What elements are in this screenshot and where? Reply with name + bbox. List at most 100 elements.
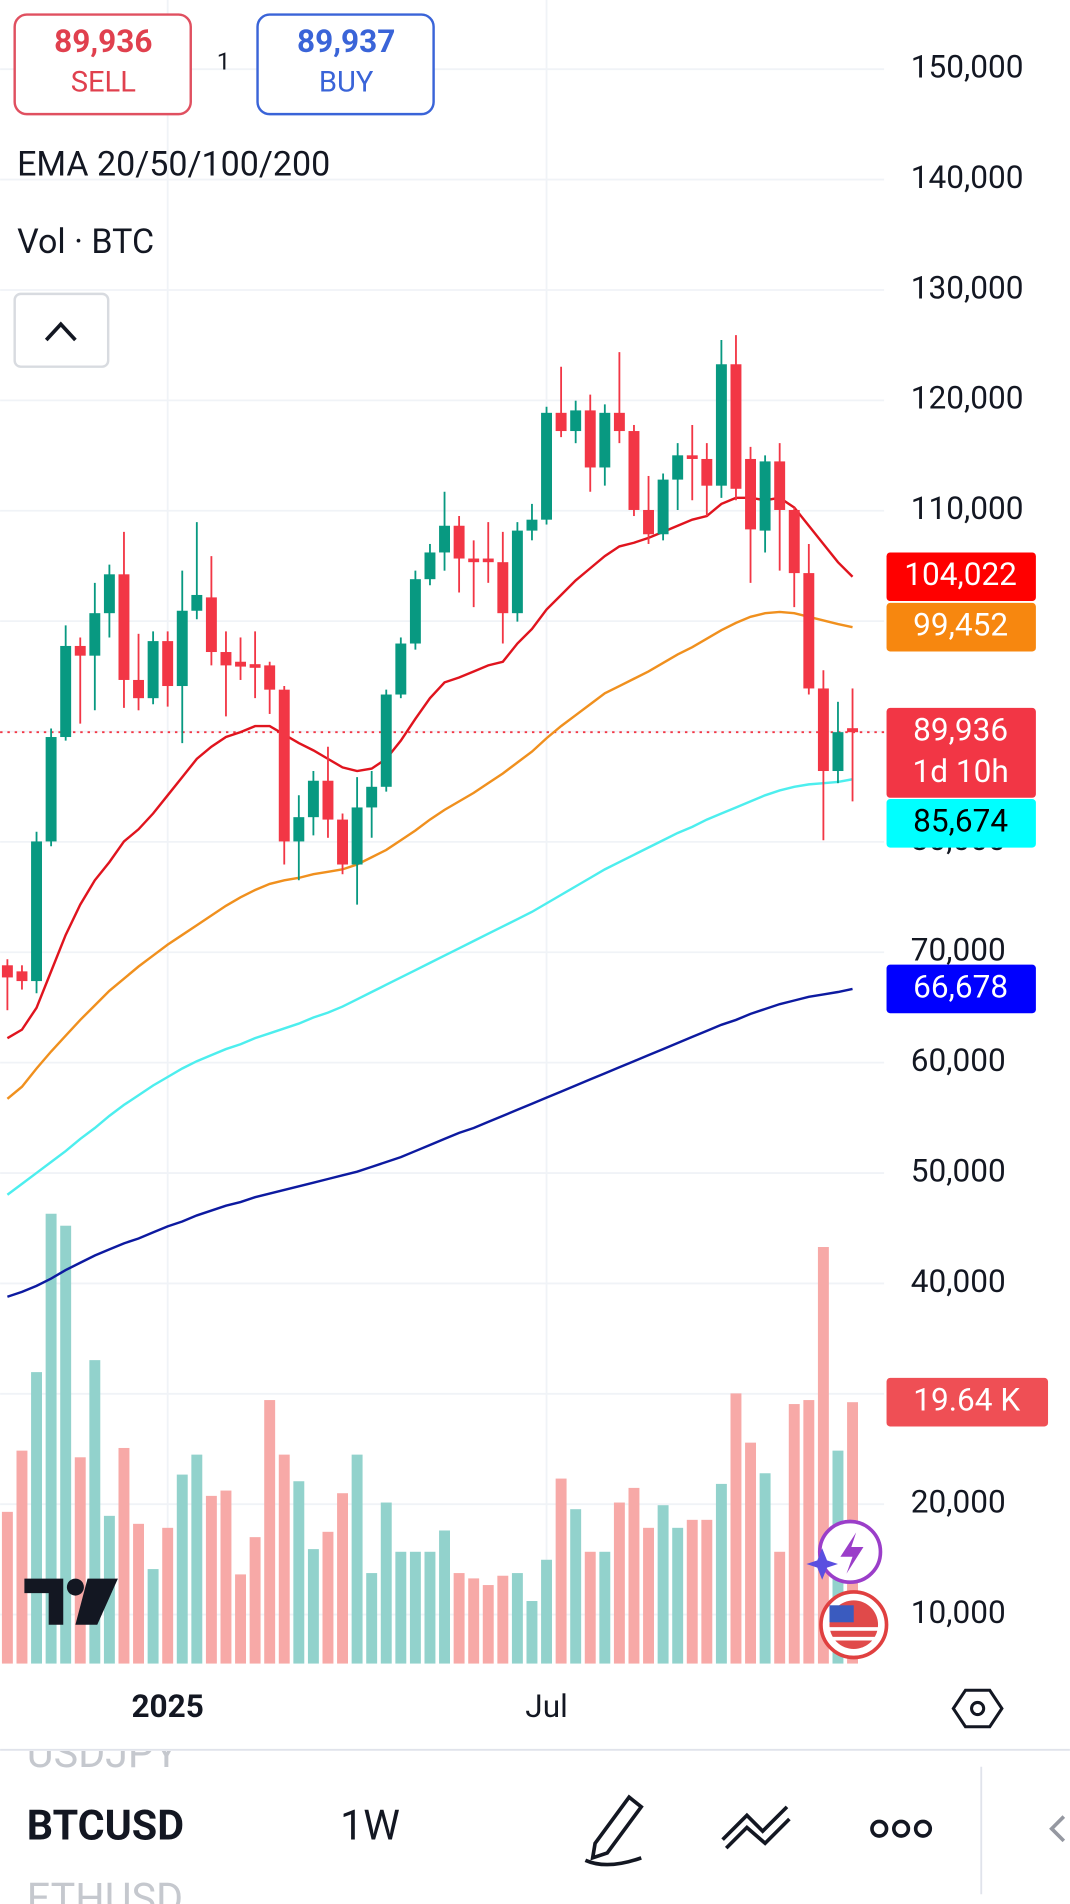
volume-bar (774, 1551, 786, 1664)
y-tick-label: 50,000 (911, 1152, 1006, 1189)
volume-bar (482, 1585, 494, 1664)
price-badge (886, 602, 1036, 652)
candle-body (555, 412, 567, 432)
badges: 104,022 99,452 89,936 1d 10h 85,674 66,678 19.… (886, 552, 1049, 1427)
candle-body (60, 645, 72, 738)
sparkle (806, 1548, 838, 1580)
volume-bar (351, 1454, 363, 1664)
buy-button[interactable]: 89,937 BUY (256, 13, 435, 116)
volume-bar (730, 1393, 742, 1664)
price-badge (886, 1377, 1049, 1427)
volume-bar (118, 1447, 130, 1664)
volume-bar (715, 1483, 727, 1664)
volume-bar (686, 1519, 698, 1664)
next-symbol[interactable]: ETHUSD (27, 1875, 183, 1904)
candle-body (220, 652, 232, 666)
volume-bar (657, 1505, 669, 1664)
candle-body (497, 562, 509, 614)
sell-box[interactable] (13, 13, 192, 116)
settings-icon[interactable] (951, 1688, 1004, 1729)
y-tick-label: 120,000 (911, 380, 1024, 417)
badge-label: 19.64 K (913, 1382, 1020, 1419)
badge-label: 85,674 (913, 803, 1008, 840)
volume-bar (366, 1573, 378, 1664)
volume-bar (45, 1213, 57, 1664)
candle-body (584, 410, 596, 468)
candle-body (278, 689, 290, 842)
hexagon-dot (970, 1700, 986, 1717)
ema-line (7, 987, 853, 1298)
candle-body (628, 431, 640, 510)
prev-symbol[interactable]: USDJPY (27, 1730, 179, 1778)
candle-body (541, 412, 552, 520)
candle-body (380, 694, 392, 787)
buy-box[interactable] (256, 13, 435, 116)
volume-bar (264, 1400, 276, 1664)
badge-label: 104,022 (904, 556, 1017, 593)
candle-body (74, 645, 86, 656)
x-tick-label: 2025 (131, 1688, 203, 1725)
assistant-icon[interactable] (806, 1519, 883, 1585)
volume-bar (511, 1573, 523, 1664)
spread: 1 (217, 47, 231, 76)
candle-body (511, 530, 523, 614)
pencil (590, 1794, 644, 1861)
volume-bar (555, 1478, 567, 1664)
sell-price: 89,936 (54, 23, 152, 60)
candle-body (643, 509, 654, 535)
events-icon[interactable] (819, 1590, 889, 1660)
y-tick-label: 150,000 (911, 49, 1024, 86)
volume-bar (162, 1527, 174, 1664)
candle-body (686, 455, 698, 459)
volume-bar (235, 1574, 246, 1664)
candle-body (847, 728, 858, 733)
y-tick-label: 130,000 (911, 269, 1024, 306)
draw-icon[interactable] (584, 1794, 644, 1867)
collapse-box[interactable] (13, 292, 110, 368)
candle-body (16, 971, 28, 982)
symbol[interactable]: BTCUSD (27, 1803, 184, 1851)
ema-line (6, 496, 854, 1040)
badge-label: 89,936 (913, 712, 1008, 749)
interval[interactable]: 1W (340, 1803, 400, 1851)
volume-bar (570, 1509, 582, 1664)
price-badge (886, 707, 1036, 798)
volume-bar (16, 1450, 28, 1664)
collapse-button[interactable] (13, 292, 110, 368)
volume-bar (337, 1493, 348, 1664)
price-badge (886, 964, 1036, 1014)
volume-bar (759, 1473, 771, 1664)
candle-body (249, 664, 261, 668)
volume-bar (249, 1537, 261, 1664)
more-icon[interactable] (870, 1819, 933, 1838)
candle-body (366, 786, 378, 808)
candle-body (147, 641, 159, 699)
candle-body (439, 525, 450, 553)
badge-label: 99,452 (913, 607, 1008, 644)
candle-body (745, 458, 756, 530)
indicator-legend[interactable]: EMA 20/50/100/200 (17, 144, 330, 184)
volume-bar (278, 1454, 290, 1664)
volume-legend[interactable]: Vol · BTC (17, 222, 154, 262)
candle-body (133, 679, 144, 699)
candle-body (672, 455, 684, 480)
candle-body (31, 841, 42, 982)
volume-bar (74, 1457, 86, 1664)
volume-bar (526, 1601, 538, 1664)
volume-bar (322, 1531, 334, 1664)
chevron-icon (44, 321, 77, 342)
candle-body (526, 519, 538, 531)
y-tick-label: 110,000 (911, 490, 1024, 527)
volume-bar (817, 1247, 829, 1664)
candle-body (701, 458, 713, 486)
badge-label: 66,678 (913, 968, 1008, 1005)
sell-button[interactable]: 89,936 SELL (13, 13, 192, 116)
volume-bar (205, 1495, 217, 1664)
candle-body (730, 364, 742, 489)
indicators-icon[interactable] (721, 1805, 791, 1850)
flag-stripe (829, 1636, 879, 1641)
volume-bar (307, 1549, 319, 1664)
back-icon[interactable] (1049, 1815, 1066, 1843)
volume-bar (1, 1511, 13, 1664)
